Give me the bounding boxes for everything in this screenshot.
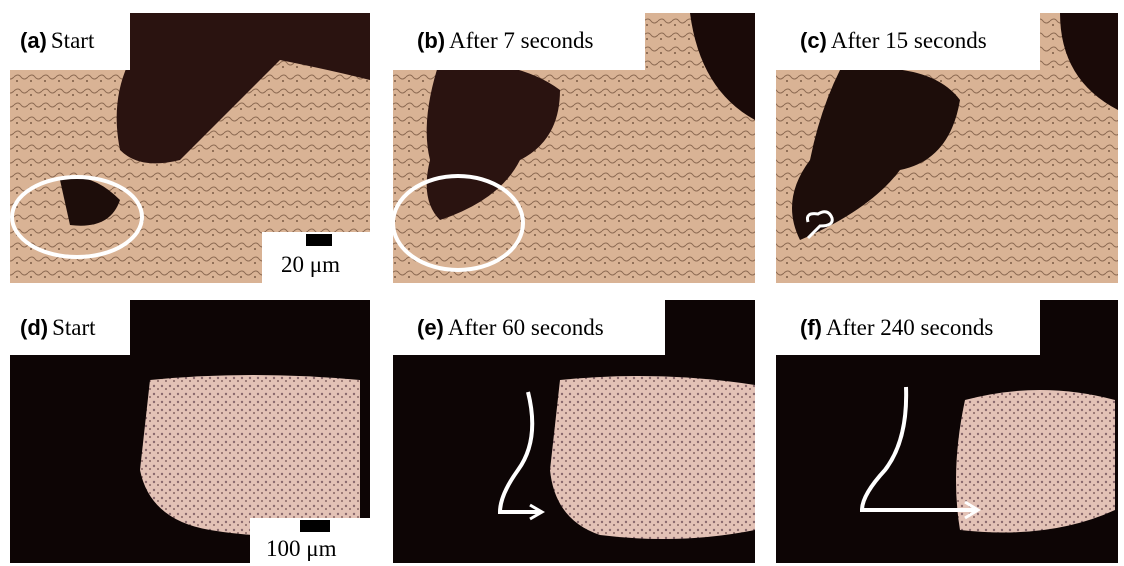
grain-region [956,390,1115,533]
scale-label: 100 μm [266,536,337,561]
label-letter: (c) [800,28,827,53]
label-letter: (a) [20,28,47,53]
panel-label: (b) After 7 seconds [417,28,593,53]
scale-bar [300,520,330,532]
scale-label: 20 μm [281,252,340,277]
caption: After 15 seconds [831,28,987,53]
caption: After 7 seconds [449,28,593,53]
scale-bar [306,234,332,246]
panel-label: (a) Start [20,28,95,53]
grain-region [550,376,755,539]
figure: (a) Start (b) After 7 seconds (c) After … [0,0,1124,566]
label-letter: (b) [417,28,445,53]
grain-region [140,375,360,536]
label-letter: (f) [800,315,822,340]
caption: After 240 seconds [826,315,993,340]
caption: Start [51,28,95,53]
page: (a) Start (b) After 7 seconds (c) After … [0,0,1124,566]
caption: Start [52,315,96,340]
label-letter: (e) [417,315,444,340]
label-letter: (d) [20,315,48,340]
panel-label: (f) After 240 seconds [800,315,993,340]
panel-label: (d) Start [20,315,96,340]
caption: After 60 seconds [448,315,604,340]
